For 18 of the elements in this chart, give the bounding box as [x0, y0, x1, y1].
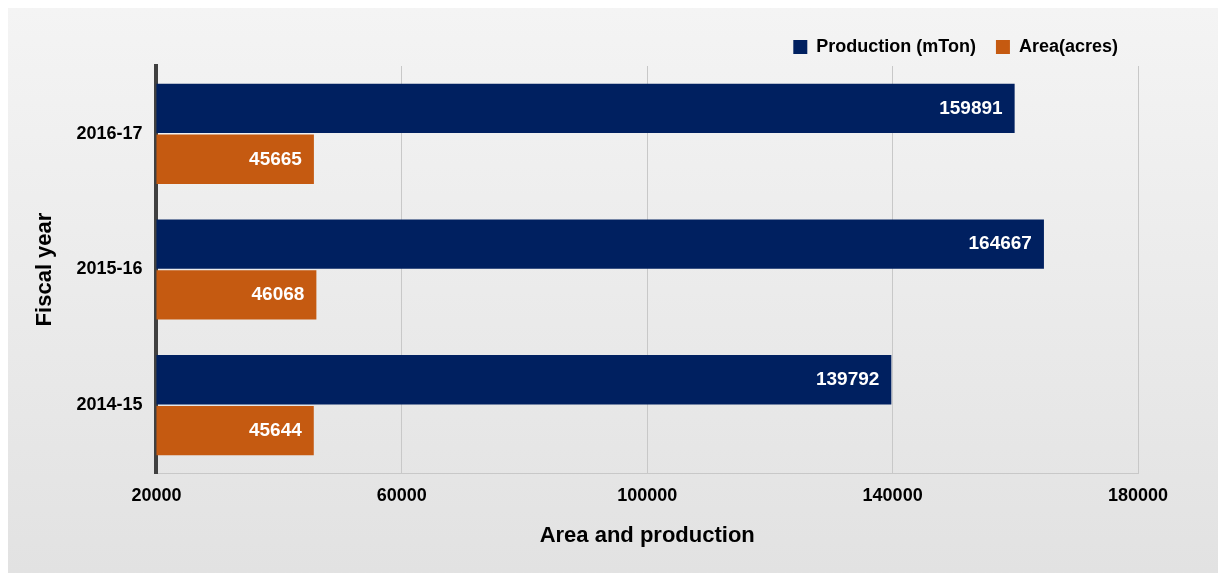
- x-tick-label: 140000: [862, 484, 923, 505]
- legend-label: Area(acres): [1018, 35, 1119, 56]
- x-tick-label: 180000: [1107, 484, 1169, 505]
- x-tick-label: 100000: [617, 484, 678, 505]
- x-tick-label: 60000: [376, 484, 427, 505]
- data-label: 159891: [939, 96, 1004, 118]
- x-tick-label: 20000: [131, 484, 182, 505]
- data-label: 45644: [248, 418, 303, 440]
- data-label: 139792: [815, 367, 880, 389]
- y-axis-title: Fiscal year: [31, 212, 57, 327]
- x-axis-title: Area and production: [539, 521, 755, 547]
- data-label: 45665: [249, 147, 303, 169]
- y-tick-label: 2014-15: [76, 394, 143, 415]
- legend-label: Production (mTon): [816, 35, 976, 56]
- data-label: 46068: [251, 283, 305, 305]
- y-tick-label: 2016-17: [76, 122, 143, 143]
- y-tick-label: 2015-16: [76, 258, 143, 279]
- data-label: 164667: [968, 232, 1032, 254]
